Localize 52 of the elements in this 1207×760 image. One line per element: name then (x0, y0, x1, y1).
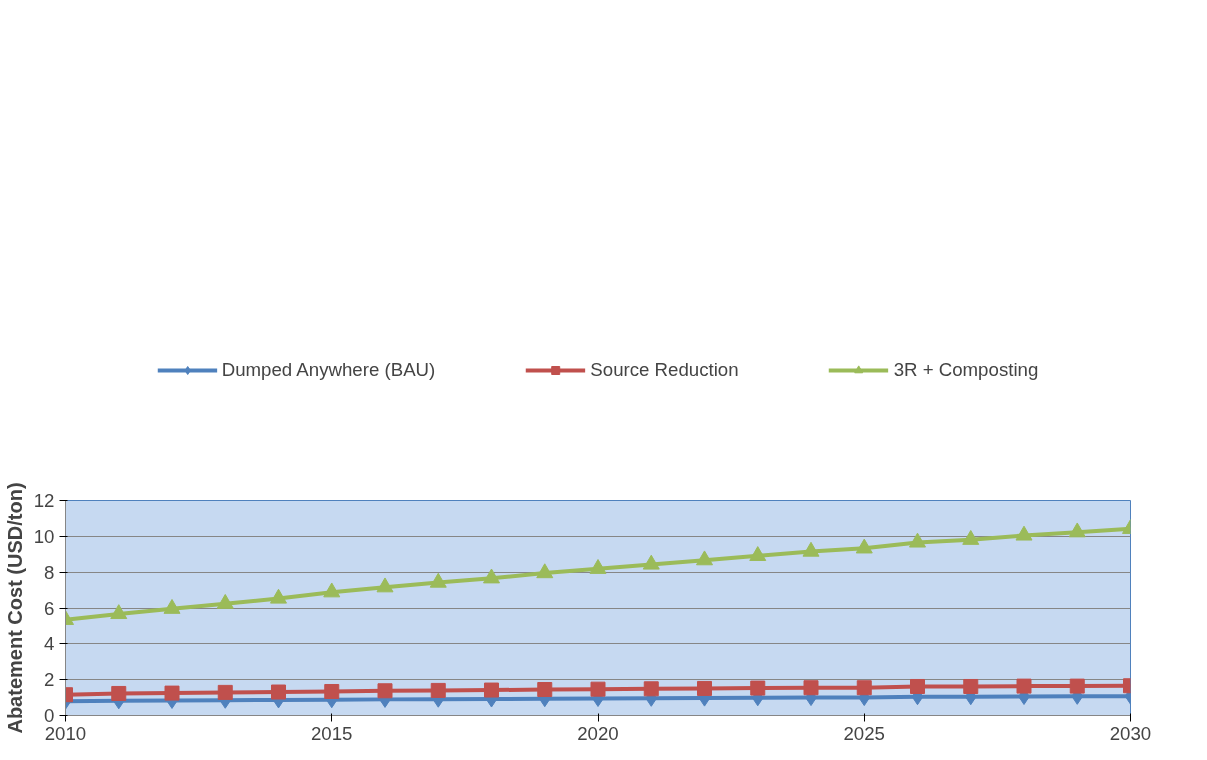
y-tick-label: 10 (33, 525, 55, 547)
point (430, 682, 446, 698)
point (696, 550, 713, 566)
point (697, 680, 712, 696)
point (163, 598, 181, 614)
x-tick-label: 2020 (577, 722, 619, 744)
y-tick-label: 4 (44, 633, 55, 655)
point (483, 568, 500, 584)
point (856, 680, 872, 696)
point (110, 604, 128, 620)
point (749, 546, 767, 561)
y-axis-title: Abatement Cost (USD/ton) (3, 482, 26, 734)
point (376, 577, 394, 593)
point (429, 572, 447, 588)
point (642, 554, 660, 570)
point (1016, 678, 1032, 694)
y-tick-label: 12 (33, 490, 55, 511)
point (537, 682, 553, 698)
legend-label: Dumped Anywhere (BAU) (221, 358, 436, 381)
point (111, 685, 127, 701)
y-tick-label: 2 (44, 669, 55, 691)
point (803, 680, 819, 696)
point (590, 681, 606, 697)
point (1069, 678, 1085, 694)
x-tick-label: 2030 (1109, 722, 1152, 744)
point (855, 538, 873, 554)
point (270, 588, 287, 604)
point (217, 684, 233, 700)
point (1015, 525, 1033, 541)
point (910, 678, 925, 694)
point (323, 582, 341, 598)
point (750, 680, 766, 696)
point (271, 684, 286, 700)
x-tick-label: 2015 (311, 722, 353, 744)
y-tick-label: 8 (44, 561, 55, 583)
point (216, 593, 234, 609)
x-tick-label: 2025 (843, 722, 886, 744)
y-tick-label: 6 (44, 597, 55, 619)
point (324, 683, 340, 699)
legend-label: Source Reduction (590, 358, 739, 381)
point (164, 685, 180, 701)
point (963, 678, 979, 694)
point (484, 682, 499, 698)
point (802, 541, 820, 557)
point (1068, 522, 1086, 538)
point (643, 681, 659, 697)
point (377, 683, 393, 699)
point (536, 563, 554, 579)
legend-label: 3R + Composting (893, 358, 1039, 381)
point (962, 530, 980, 545)
point (589, 559, 607, 574)
point (909, 532, 926, 548)
